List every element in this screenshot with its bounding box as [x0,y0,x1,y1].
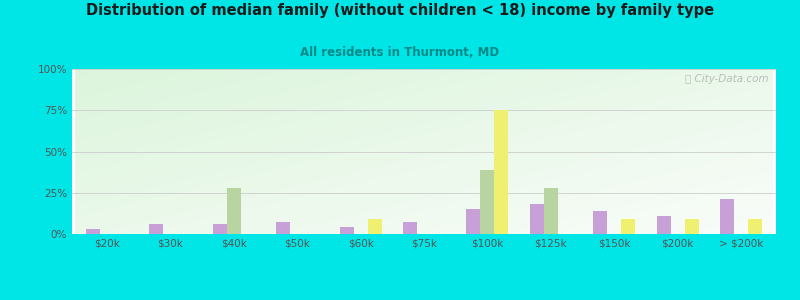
Text: ⓘ City-Data.com: ⓘ City-Data.com [686,74,769,84]
Bar [530,204,544,234]
Bar [367,219,382,234]
Text: All residents in Thurmont, MD: All residents in Thurmont, MD [301,46,499,59]
Bar [657,216,670,234]
Bar [720,199,734,234]
Bar [481,169,494,234]
Bar [748,219,762,234]
Bar [276,223,290,234]
Bar [226,188,241,234]
Bar [150,224,163,234]
Bar [622,219,635,234]
Bar [86,229,100,234]
Bar [544,188,558,234]
Text: Distribution of median family (without children < 18) income by family type: Distribution of median family (without c… [86,3,714,18]
Bar [466,209,481,234]
Bar [594,211,607,234]
Bar [494,110,508,234]
Bar [213,224,226,234]
Bar [340,227,354,234]
Bar [685,219,698,234]
Bar [403,223,417,234]
